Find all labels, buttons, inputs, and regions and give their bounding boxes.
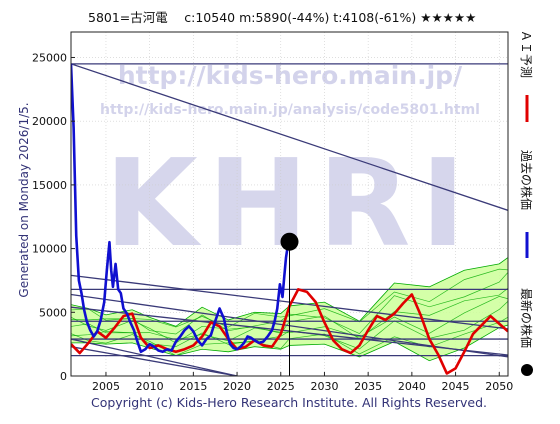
x-tick-label: 2005 (92, 380, 120, 393)
y-tick-label: 0 (60, 370, 67, 383)
x-tick-label: 2050 (485, 380, 513, 393)
x-tick-label: 2025 (267, 380, 295, 393)
y-tick-label: 5000 (39, 306, 67, 319)
x-axis-ticks: 2005 2010 2015 2020 2025 2030 2035 2040 2045 2050 (92, 372, 513, 393)
trend-line (71, 346, 238, 376)
chart-header-title: 5801=古河電 c:10540 m:5890(-44%) t:4108(-61… (88, 10, 476, 25)
latest-marker (280, 232, 299, 376)
x-tick-label: 2010 (136, 380, 164, 393)
y-tick-label: 20000 (32, 115, 67, 128)
legend: ＡＩ予測 過去の株価 最新の株価 (519, 30, 534, 376)
forecast-band-line (71, 287, 508, 344)
y-tick-label: 25000 (32, 51, 67, 64)
trend-line (71, 338, 238, 376)
watermark-url-large: http://kids-hero.main.jp/ (118, 61, 463, 90)
watermark: KHRI http://kids-hero.main.jp/ http://ki… (100, 61, 480, 274)
plot-frame (70, 31, 509, 377)
copyright-footer: Copyright (c) Kids-Hero Research Institu… (91, 395, 487, 410)
legend-latest-price-dot (521, 364, 533, 376)
y-tick-label: 15000 (32, 179, 67, 192)
x-tick-label: 2035 (354, 380, 382, 393)
y-axis-ticks: 0 5000 10000 15000 20000 25000 (32, 51, 75, 383)
watermark-url-small: http://kids-hero.main.jp/analysis/code58… (100, 102, 480, 118)
past-price-line (71, 63, 291, 354)
legend-ai-prediction-label: ＡＩ予測 (519, 30, 533, 78)
legend-past-price-label: 過去の株価 (519, 150, 534, 210)
x-tick-label: 2045 (442, 380, 470, 393)
generated-date-label: Generated on Monday 2026/1/5. (17, 102, 31, 297)
x-tick-label: 2030 (310, 380, 338, 393)
watermark-logo: KHRI (105, 135, 475, 274)
x-tick-label: 2020 (223, 380, 251, 393)
latest-price-dot (280, 232, 299, 251)
legend-latest-price-label: 最新の株価 (519, 288, 534, 348)
x-tick-label: 2040 (398, 380, 426, 393)
y-tick-label: 10000 (32, 243, 67, 256)
x-tick-label: 2015 (179, 380, 207, 393)
trend-line (71, 63, 508, 211)
